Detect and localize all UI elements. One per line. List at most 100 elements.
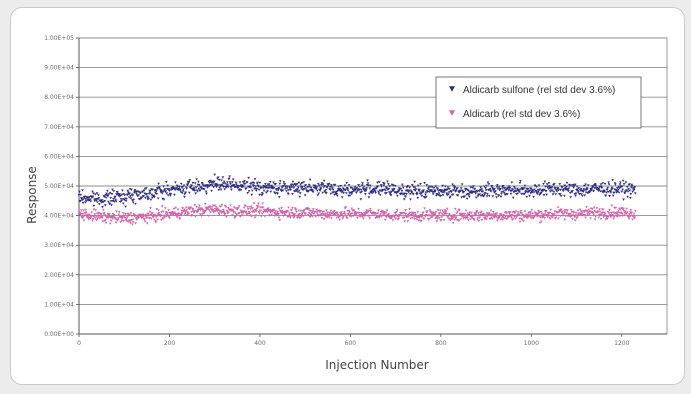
data-point xyxy=(238,181,242,184)
data-point xyxy=(277,187,281,190)
data-point xyxy=(270,213,273,216)
data-point xyxy=(540,212,544,215)
data-point xyxy=(131,194,135,197)
data-point xyxy=(615,213,619,216)
data-point xyxy=(536,188,540,192)
data-point xyxy=(290,183,293,186)
y-tick-label: 5.00E+04 xyxy=(44,183,74,190)
data-point xyxy=(572,211,576,214)
data-point xyxy=(591,211,595,214)
data-point xyxy=(582,214,585,217)
data-point xyxy=(515,216,518,219)
data-point xyxy=(295,189,298,193)
data-point xyxy=(348,211,351,214)
x-tick-label: 0 xyxy=(77,340,81,347)
data-point xyxy=(160,218,163,222)
data-point xyxy=(292,184,295,187)
data-point xyxy=(212,186,216,189)
data-point xyxy=(395,214,399,217)
data-point xyxy=(436,209,440,212)
data-point xyxy=(476,218,479,221)
data-point xyxy=(346,189,350,192)
data-point xyxy=(558,192,562,196)
y-tick-label: 7.00E+04 xyxy=(44,124,74,131)
data-point xyxy=(109,219,113,222)
data-point xyxy=(466,212,470,215)
data-point xyxy=(362,217,365,220)
data-point xyxy=(282,181,286,184)
data-point xyxy=(519,210,523,213)
data-point xyxy=(114,221,118,224)
data-point xyxy=(227,177,231,181)
data-point xyxy=(217,213,221,216)
data-point xyxy=(273,211,276,215)
data-point xyxy=(495,185,499,189)
data-point xyxy=(484,187,487,190)
data-point xyxy=(434,211,438,214)
data-point xyxy=(309,186,313,190)
data-point xyxy=(594,185,598,188)
data-point xyxy=(433,212,436,215)
data-point xyxy=(497,194,501,198)
data-point xyxy=(569,184,573,187)
data-point xyxy=(194,186,198,189)
data-point xyxy=(413,180,416,184)
data-point xyxy=(126,216,129,219)
data-point xyxy=(396,208,399,212)
data-point xyxy=(94,198,98,201)
data-point xyxy=(213,207,217,211)
data-point xyxy=(484,216,487,219)
data-point xyxy=(222,185,226,188)
data-point xyxy=(292,186,296,190)
data-point xyxy=(560,210,564,214)
data-point xyxy=(345,217,349,220)
data-point xyxy=(326,186,329,189)
data-point xyxy=(624,210,627,213)
data-point xyxy=(340,196,344,199)
data-point xyxy=(86,215,90,218)
data-point xyxy=(355,212,359,215)
data-point xyxy=(578,192,582,196)
data-point xyxy=(234,181,238,184)
data-point xyxy=(119,198,123,201)
data-points xyxy=(77,173,637,226)
data-point xyxy=(468,211,472,214)
data-point xyxy=(129,222,132,225)
data-point xyxy=(204,190,208,194)
data-point xyxy=(441,184,444,188)
data-point xyxy=(404,209,407,212)
data-point xyxy=(312,186,316,190)
data-point xyxy=(614,183,617,186)
data-point xyxy=(518,220,522,224)
data-point xyxy=(307,213,310,217)
data-point xyxy=(478,188,482,192)
data-point xyxy=(110,193,114,196)
data-point xyxy=(309,209,312,213)
data-point xyxy=(128,188,132,191)
data-point xyxy=(439,209,442,212)
data-point xyxy=(275,188,278,191)
data-point xyxy=(532,195,535,199)
data-point xyxy=(435,215,439,219)
data-point xyxy=(225,215,228,219)
data-point xyxy=(295,183,299,186)
data-point xyxy=(445,212,449,216)
data-point xyxy=(548,211,552,215)
data-point xyxy=(410,191,414,194)
data-point xyxy=(261,186,265,190)
data-point xyxy=(340,188,343,192)
data-point xyxy=(352,189,356,193)
data-point xyxy=(146,212,150,215)
series-points-aldicarb xyxy=(77,202,637,226)
data-point xyxy=(513,212,517,215)
data-point xyxy=(569,196,572,199)
data-point xyxy=(491,195,495,198)
data-point xyxy=(452,189,455,192)
data-point xyxy=(442,211,445,214)
data-point xyxy=(245,210,248,214)
data-point xyxy=(535,215,539,218)
data-point xyxy=(167,188,171,191)
data-point xyxy=(518,190,521,194)
data-point xyxy=(160,205,164,208)
data-point xyxy=(356,216,359,220)
